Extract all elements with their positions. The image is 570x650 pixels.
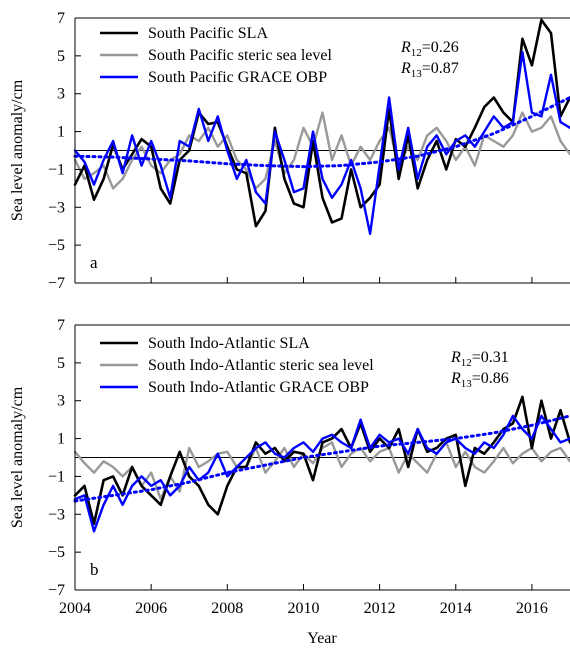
- panel-label: a: [90, 253, 98, 272]
- correlation-label: R12=0.26: [400, 39, 459, 59]
- y-tick-label: 5: [57, 48, 65, 65]
- y-tick-label: 1: [57, 431, 65, 448]
- y-tick-label: 5: [57, 355, 65, 372]
- stat-value: =0.86: [472, 370, 509, 387]
- y-tick-label: −5: [48, 544, 65, 561]
- legend-label: South Pacific GRACE OBP: [148, 69, 327, 86]
- y-tick-label: −3: [48, 199, 65, 216]
- panel-a-south-pacific: 7 5 3 1 −1 −3 −5 −7 Sea level anomaly/cm a South P…: [9, 10, 570, 292]
- series-line-2: [73, 50, 570, 235]
- x-tick-label: 2004: [59, 600, 91, 617]
- stat-symbol: R: [450, 370, 461, 387]
- y-axis-title: Sea level anomaly/cm: [9, 79, 26, 221]
- x-axis-title: Year: [307, 630, 337, 647]
- stat-value: =0.87: [422, 60, 459, 77]
- stat-symbol: R: [400, 60, 411, 77]
- correlation-label: R12=0.31: [450, 349, 509, 369]
- stat-symbol: R: [400, 39, 411, 56]
- y-tick-label: −7: [48, 275, 65, 292]
- legend-label: South Indo-Atlantic GRACE OBP: [148, 379, 369, 396]
- y-tick-label: −5: [48, 237, 65, 254]
- y-tick-label: 1: [57, 124, 65, 141]
- y-tick-label: 3: [57, 86, 65, 103]
- stat-subscript: 13: [461, 378, 473, 390]
- trend-line: [73, 96, 570, 169]
- x-tick-label: 2014: [440, 600, 472, 617]
- legend-label: South Pacific SLA: [148, 25, 268, 42]
- x-tick-label: 2010: [287, 600, 319, 617]
- trend-line: [73, 414, 570, 503]
- y-tick-label: 3: [57, 393, 65, 410]
- stat-symbol: R: [450, 349, 461, 366]
- y-tick-label: 7: [57, 317, 65, 334]
- legend-label: South Indo-Atlantic steric sea level: [148, 357, 374, 374]
- series-line-0: [73, 395, 570, 526]
- x-tick-label: 2012: [364, 600, 396, 617]
- legend-label: South Indo-Atlantic SLA: [148, 335, 310, 352]
- x-tick-label: 2016: [516, 600, 548, 617]
- stat-value: =0.26: [422, 39, 459, 56]
- x-tick-label: 2008: [211, 600, 243, 617]
- y-tick-label: 7: [57, 10, 65, 27]
- y-tick-label: −1: [48, 161, 65, 178]
- stat-subscript: 13: [411, 68, 423, 80]
- series-line-1: [73, 441, 570, 501]
- y-axis-title: Sea level anomaly/cm: [9, 386, 26, 528]
- legend-label: South Pacific steric sea level: [148, 47, 332, 64]
- correlation-label: R13=0.86: [450, 370, 509, 390]
- series-line-0: [73, 18, 570, 228]
- y-tick-label: −3: [48, 506, 65, 523]
- series-line-2: [73, 414, 570, 533]
- y-tick-label: −7: [48, 582, 65, 599]
- stat-value: =0.31: [472, 349, 509, 366]
- x-tick-label: 2006: [135, 600, 167, 617]
- panel-label: b: [90, 560, 99, 579]
- stat-subscript: 12: [411, 47, 422, 59]
- correlation-label: R13=0.87: [400, 60, 459, 80]
- stat-subscript: 12: [461, 357, 472, 369]
- y-tick-label: −1: [48, 468, 65, 485]
